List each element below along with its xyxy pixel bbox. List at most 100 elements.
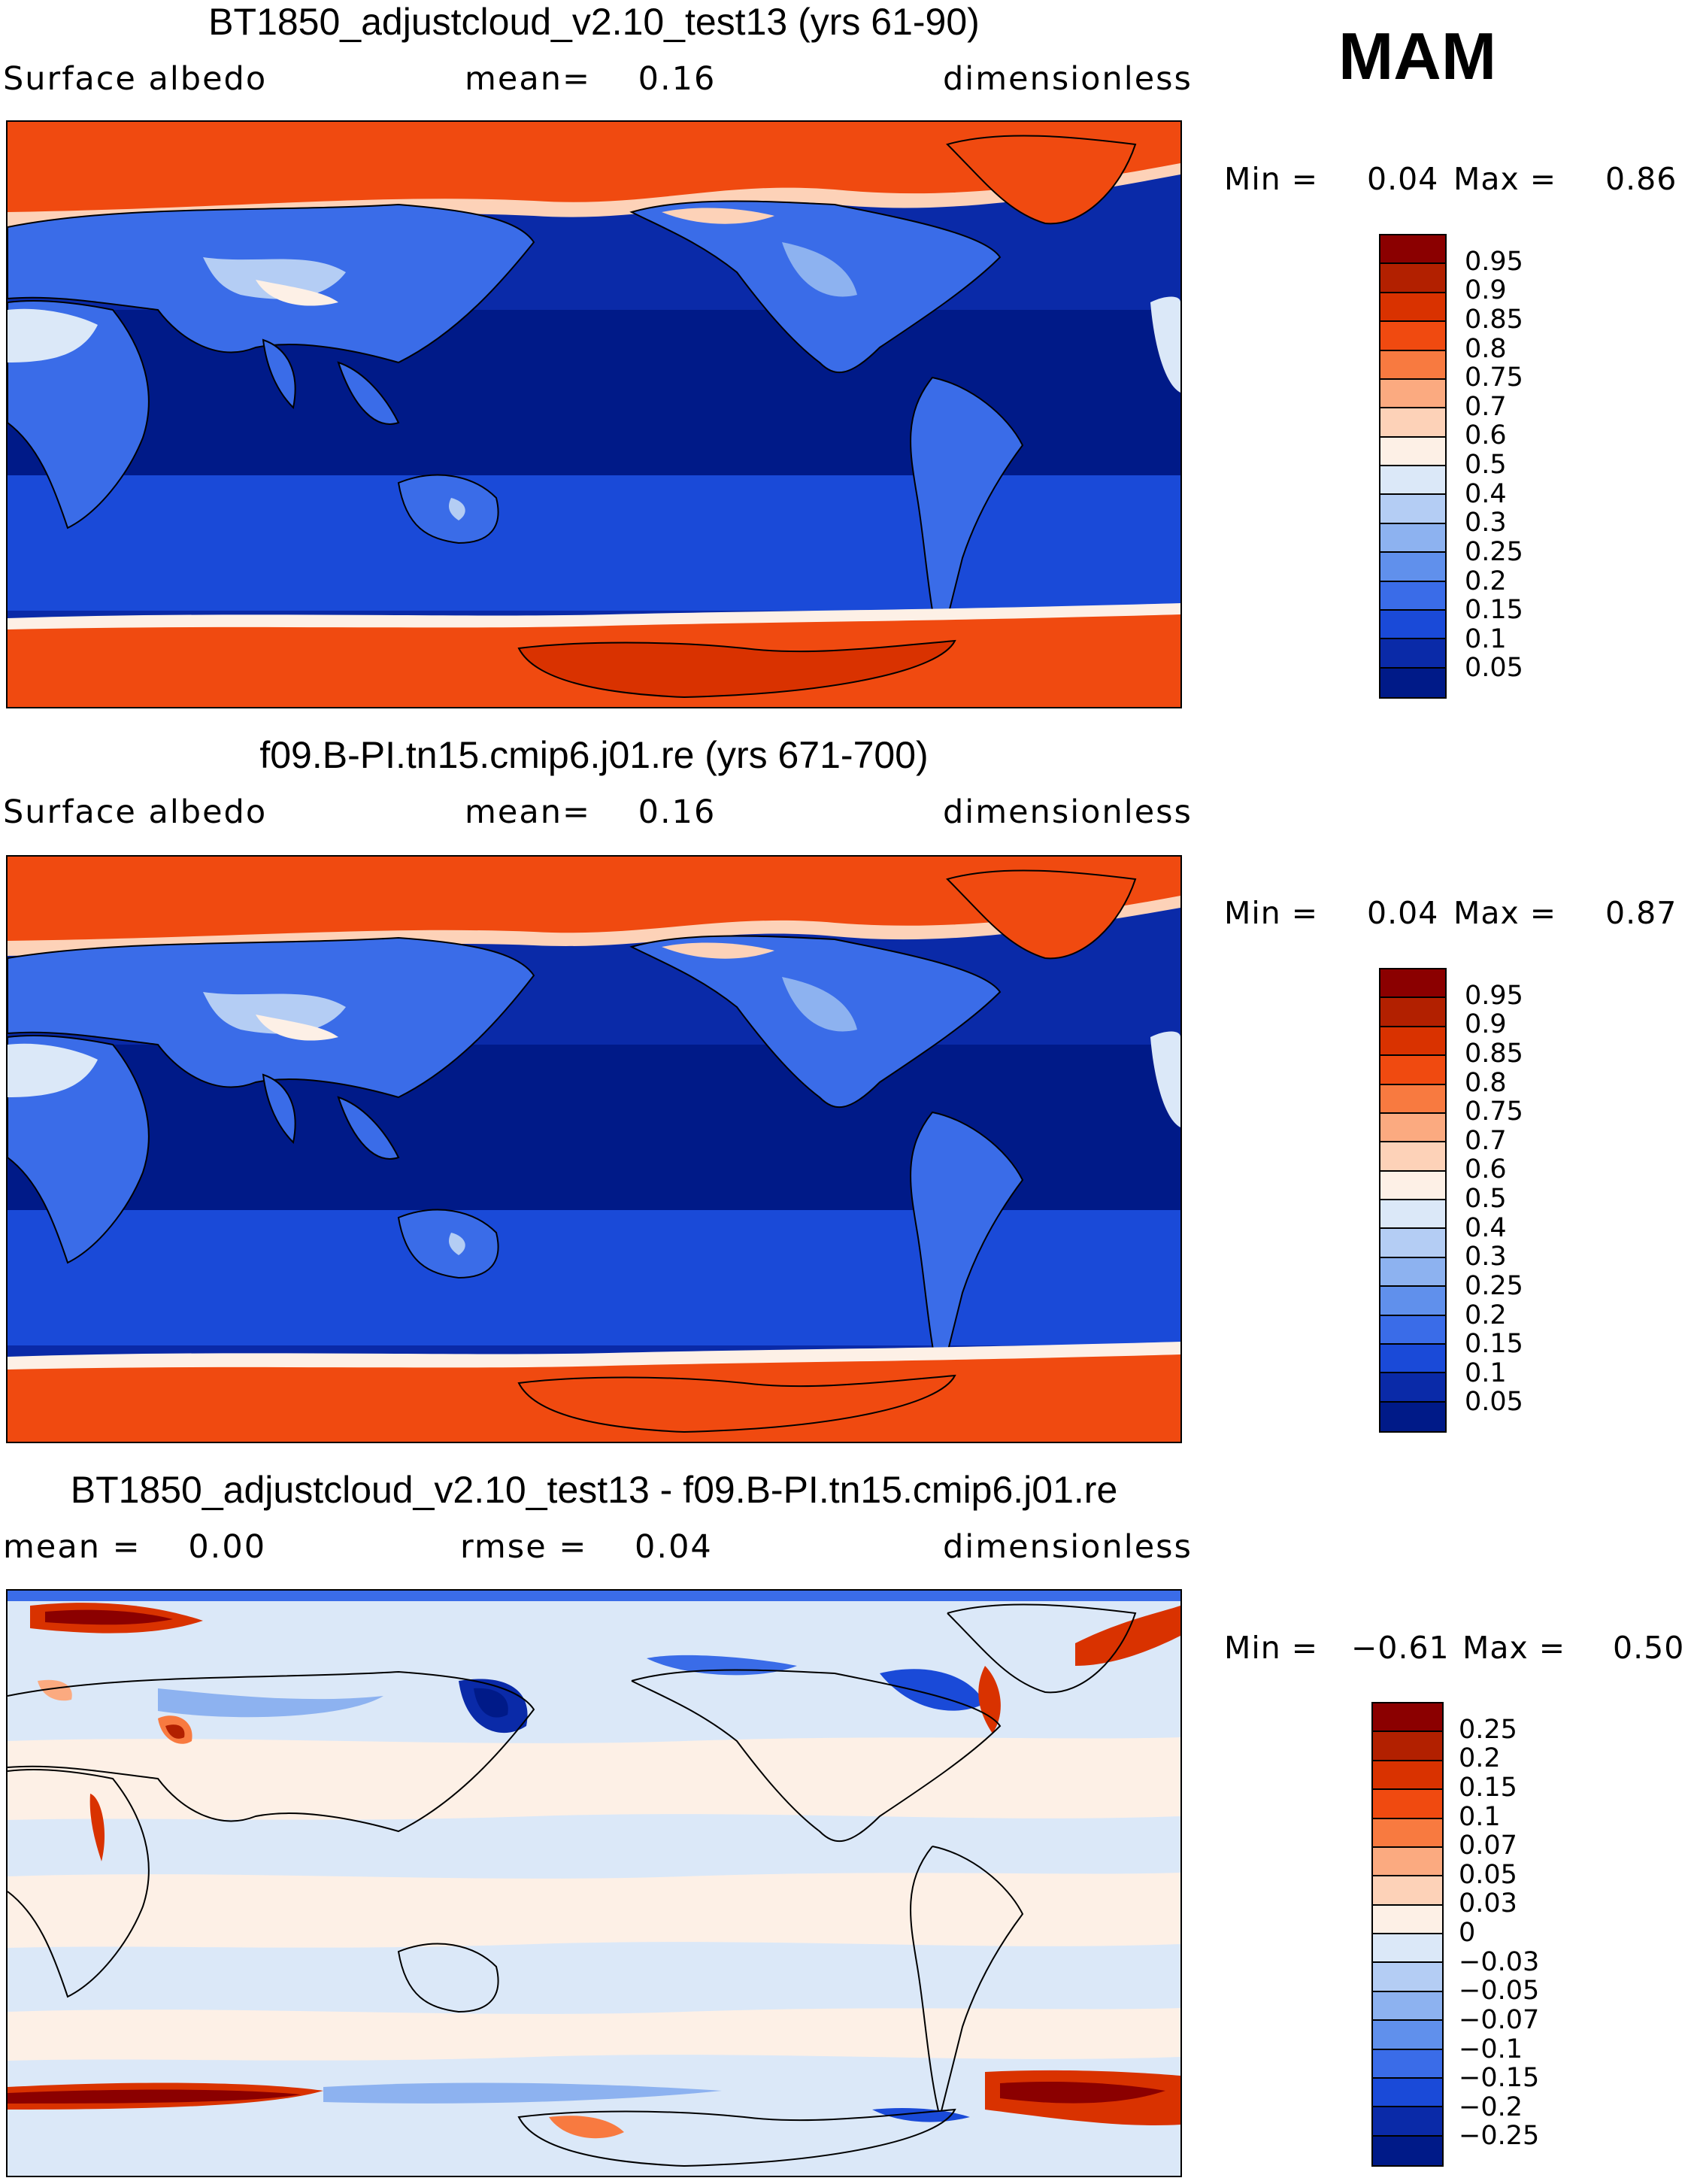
colorbar-tick-label: 0.05 bbox=[1465, 1387, 1523, 1418]
panel-1-map-svg bbox=[8, 122, 1180, 707]
colorbar-swatch bbox=[1373, 1761, 1442, 1791]
colorbar-swatch bbox=[1380, 437, 1445, 466]
colorbar-swatch bbox=[1380, 1200, 1445, 1230]
colorbar-swatch bbox=[1380, 1315, 1445, 1345]
colorbar-tick-label: 0.3 bbox=[1465, 508, 1507, 538]
colorbar-tick-label: 0.15 bbox=[1459, 1772, 1517, 1803]
panel-2-variable-label: Surface albedo bbox=[3, 793, 268, 831]
colorbar-tick-label: −0.03 bbox=[1459, 1946, 1540, 1977]
colorbar-swatch bbox=[1380, 581, 1445, 611]
colorbar-swatch bbox=[1373, 1818, 1442, 1848]
colorbar-swatch bbox=[1373, 1732, 1442, 1761]
panel-1-max-label: Max = bbox=[1453, 161, 1557, 197]
panel-2-map-svg bbox=[8, 857, 1180, 1442]
colorbar-swatch bbox=[1380, 1113, 1445, 1143]
colorbar-tick-label: −0.15 bbox=[1459, 2063, 1540, 2094]
colorbar-swatch bbox=[1380, 235, 1445, 265]
colorbar-tick-label: 0.25 bbox=[1465, 1270, 1523, 1301]
panel-1-map bbox=[6, 120, 1182, 708]
colorbar-swatch bbox=[1380, 969, 1445, 999]
panel-1-variable-label: Surface albedo bbox=[3, 60, 268, 98]
panel-1-units-label: dimensionless bbox=[943, 60, 1193, 98]
panel-2-max-value: 0.87 bbox=[1605, 895, 1677, 931]
colorbar-swatch bbox=[1373, 1703, 1442, 1733]
panel-2-title: f09.B-PI.tn15.cmip6.j01.re (yrs 671-700) bbox=[259, 734, 929, 776]
panel-3-units-label: dimensionless bbox=[943, 1528, 1193, 1566]
panel-1-min-value: 0.04 bbox=[1367, 161, 1439, 197]
colorbar-tick-label: 0.4 bbox=[1465, 1212, 1507, 1243]
colorbar-swatch bbox=[1373, 2136, 1442, 2165]
colorbar-tick-label: −0.25 bbox=[1459, 2121, 1540, 2152]
colorbar-swatch bbox=[1380, 1402, 1445, 1431]
colorbar-tick-label: 0.2 bbox=[1465, 1300, 1507, 1330]
colorbar-tick-label: 0.5 bbox=[1465, 450, 1507, 480]
colorbar-swatch bbox=[1373, 2049, 1442, 2079]
panel-1-min-label: Min = bbox=[1224, 161, 1319, 197]
colorbar-tick-label: 0.6 bbox=[1465, 420, 1507, 451]
colorbar-tick-label: 0.03 bbox=[1459, 1888, 1517, 1919]
colorbar-swatch bbox=[1380, 1027, 1445, 1057]
panel-3-map bbox=[6, 1589, 1182, 2177]
colorbar-tick-label: 0.25 bbox=[1459, 1714, 1517, 1745]
colorbar-tick-label: 0.07 bbox=[1459, 1831, 1517, 1861]
colorbar-swatch bbox=[1380, 1373, 1445, 1403]
colorbar-swatch bbox=[1373, 2078, 1442, 2108]
colorbar-swatch bbox=[1380, 322, 1445, 351]
panel-2-min-label: Min = bbox=[1224, 895, 1319, 931]
colorbar-swatch bbox=[1373, 1934, 1442, 1964]
panel-1-colorbar bbox=[1379, 234, 1447, 699]
panel-3-map-svg bbox=[8, 1591, 1180, 2176]
colorbar-tick-label: 0.85 bbox=[1465, 304, 1523, 335]
colorbar-swatch bbox=[1380, 998, 1445, 1027]
colorbar-tick-label: 0.1 bbox=[1459, 1801, 1501, 1832]
colorbar-swatch bbox=[1380, 1344, 1445, 1374]
colorbar-swatch bbox=[1380, 668, 1445, 697]
colorbar-tick-label: 0.9 bbox=[1465, 1009, 1507, 1040]
colorbar-tick-label: −0.1 bbox=[1459, 2034, 1523, 2064]
colorbar-swatch bbox=[1373, 1905, 1442, 1934]
colorbar-swatch bbox=[1373, 1847, 1442, 1877]
colorbar-swatch bbox=[1380, 553, 1445, 582]
colorbar-swatch bbox=[1380, 1084, 1445, 1114]
colorbar-tick-label: 0.75 bbox=[1465, 362, 1523, 393]
colorbar-tick-label: 0.8 bbox=[1465, 1067, 1507, 1098]
colorbar-tick-label: 0.2 bbox=[1465, 566, 1507, 596]
colorbar-tick-label: 0.15 bbox=[1465, 1329, 1523, 1360]
colorbar-swatch bbox=[1380, 639, 1445, 669]
colorbar-swatch bbox=[1380, 1257, 1445, 1288]
panel-3-max-label: Max = bbox=[1462, 1630, 1566, 1666]
colorbar-tick-label: 0.95 bbox=[1465, 246, 1523, 277]
panel-2-mean-label: mean= 0.16 bbox=[465, 793, 717, 831]
colorbar-swatch bbox=[1380, 466, 1445, 496]
colorbar-swatch bbox=[1380, 1142, 1445, 1172]
panel-1-max-value: 0.86 bbox=[1605, 161, 1677, 197]
colorbar-swatch bbox=[1373, 1790, 1442, 1819]
colorbar-swatch bbox=[1380, 408, 1445, 438]
colorbar-swatch bbox=[1380, 1056, 1445, 1085]
colorbar-tick-label: 0.05 bbox=[1465, 653, 1523, 684]
colorbar-tick-label: 0.1 bbox=[1465, 623, 1507, 654]
panel-2-max-label: Max = bbox=[1453, 895, 1557, 931]
colorbar-tick-label: −0.05 bbox=[1459, 1976, 1540, 2007]
panel-2-colorbar bbox=[1379, 968, 1447, 1433]
colorbar-tick-label: 0.8 bbox=[1465, 333, 1507, 364]
colorbar-swatch bbox=[1373, 1876, 1442, 1906]
colorbar-swatch bbox=[1380, 610, 1445, 640]
colorbar-tick-label: 0.85 bbox=[1465, 1038, 1523, 1069]
panel-2-units-label: dimensionless bbox=[943, 793, 1193, 831]
colorbar-swatch bbox=[1380, 350, 1445, 380]
colorbar-tick-label: 0.7 bbox=[1465, 391, 1507, 422]
panel-3-title: BT1850_adjustcloud_v2.10_test13 - f09.B-… bbox=[70, 1469, 1118, 1511]
colorbar-tick-label: 0.1 bbox=[1465, 1357, 1507, 1388]
colorbar-tick-label: 0.95 bbox=[1465, 980, 1523, 1011]
colorbar-tick-label: −0.2 bbox=[1459, 2091, 1523, 2122]
colorbar-swatch bbox=[1380, 264, 1445, 293]
colorbar-swatch bbox=[1380, 379, 1445, 409]
colorbar-tick-label: 0.3 bbox=[1465, 1242, 1507, 1272]
colorbar-tick-label: 0.5 bbox=[1465, 1184, 1507, 1214]
colorbar-swatch bbox=[1380, 1229, 1445, 1258]
panel-2-min-value: 0.04 bbox=[1367, 895, 1439, 931]
colorbar-tick-label: 0 bbox=[1459, 1918, 1476, 1948]
colorbar-swatch bbox=[1373, 2021, 1442, 2050]
panel-3-rmse-label: rmse = 0.04 bbox=[460, 1528, 713, 1566]
